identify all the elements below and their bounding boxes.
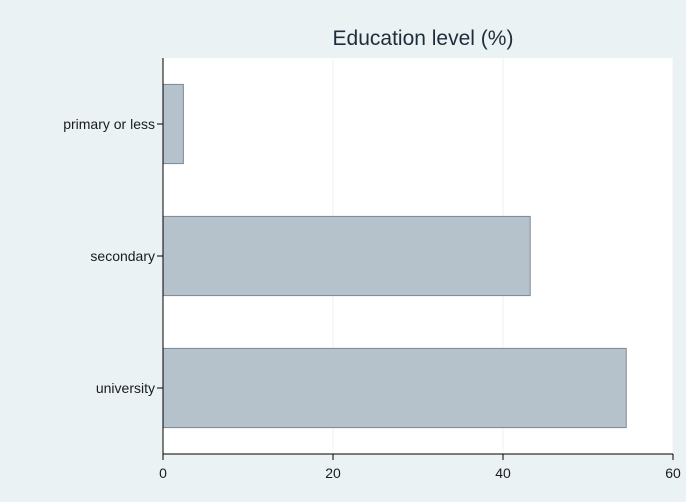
bar-university [162,347,627,429]
x-axis-ticks: 0 20 40 60 [159,454,681,481]
bar-primary-or-less [162,83,184,165]
bar-secondary [162,215,531,297]
category-label-primary-or-less: primary or less [63,116,155,132]
x-tick-label-20: 20 [325,465,341,481]
category-label-university: university [96,380,155,396]
bars [162,83,627,429]
category-labels: primary or less secondary university [63,116,163,396]
x-tick-label-0: 0 [159,465,167,481]
category-label-secondary: secondary [90,248,155,264]
x-tick-label-40: 40 [495,465,511,481]
x-tick-label-60: 60 [665,465,681,481]
chart-title: Education level (%) [333,27,514,50]
